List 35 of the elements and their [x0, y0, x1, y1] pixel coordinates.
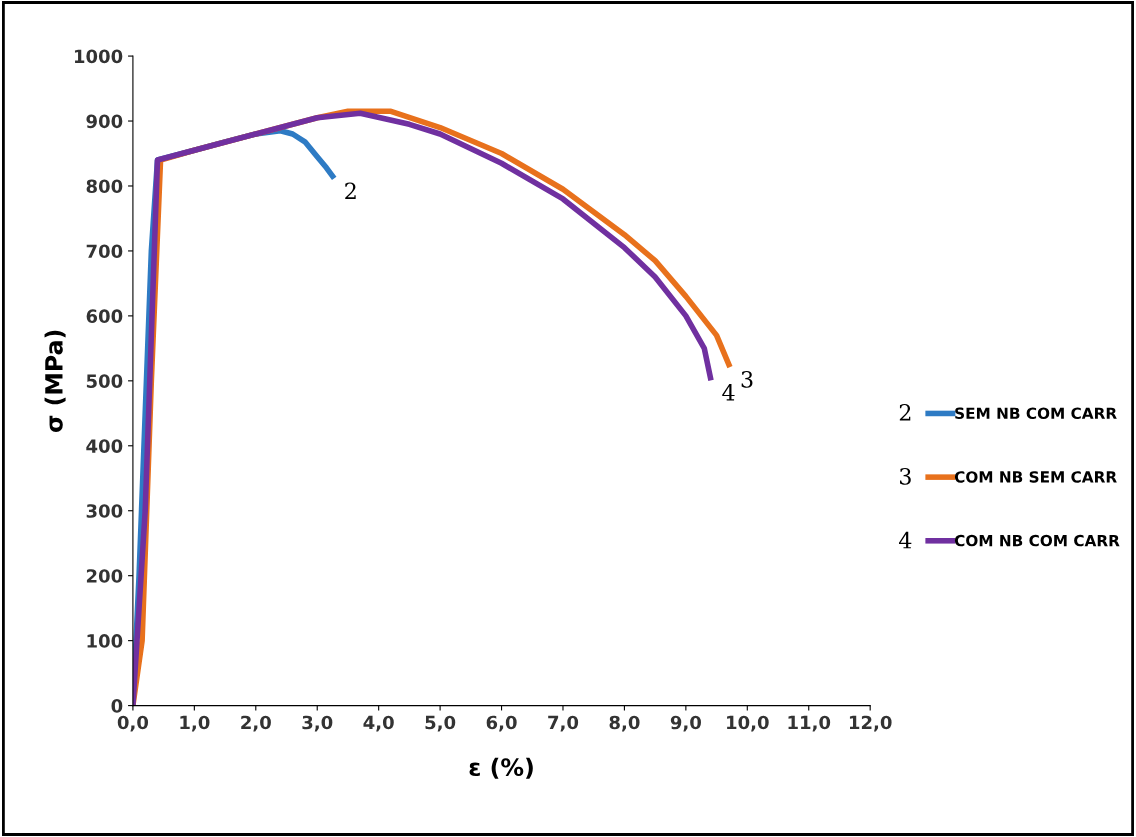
y-tick-label: 200: [86, 569, 123, 583]
x-tick-label: 11,0: [788, 715, 831, 732]
x-tick-label: 7,0: [548, 715, 579, 732]
x-tick-label: 8,0: [609, 715, 640, 732]
y-axis-title: σ (MPa): [44, 330, 66, 432]
x-tick-label: 1,0: [180, 715, 210, 732]
text: 3: [900, 467, 911, 485]
y-tick-label: 0: [111, 699, 123, 713]
x-tick-label: 3,0: [302, 715, 333, 732]
legend-label: COM NB COM CARR: [954, 534, 1120, 547]
y-tick-label: 300: [86, 504, 123, 518]
annotation: 2: [345, 182, 356, 200]
y-tick-label: 600: [86, 309, 123, 323]
x-tick-label: 10,0: [727, 715, 769, 732]
y-tick-label: 1000: [74, 49, 123, 64]
y-tick-label: 900: [86, 114, 123, 129]
y-tick-label: 700: [86, 244, 123, 259]
x-tick-label: 12,0: [849, 715, 892, 732]
x-tick-label: 2,0: [241, 715, 271, 732]
text: 2: [899, 404, 911, 421]
annotation: 3: [741, 370, 753, 388]
x-tick-label: 9,0: [670, 715, 701, 732]
y-tick-label: 800: [86, 179, 123, 194]
annotation: 4: [722, 383, 735, 401]
x-axis-title: ε (%): [469, 757, 533, 779]
legend-label: SEM NB COM CARR: [955, 407, 1117, 420]
y-tick-label: 400: [86, 439, 123, 453]
y-tick-label: 100: [87, 634, 123, 648]
y-tick-label: 500: [86, 374, 123, 388]
x-tick-label: 4,0: [363, 715, 394, 732]
x-tick-label: 0,0: [117, 715, 149, 732]
x-tick-label: 5,0: [425, 715, 456, 732]
x-tick-label: 6,0: [486, 715, 517, 732]
legend-label: COM NB SEM CARR: [954, 471, 1117, 483]
text: 4: [899, 531, 912, 549]
